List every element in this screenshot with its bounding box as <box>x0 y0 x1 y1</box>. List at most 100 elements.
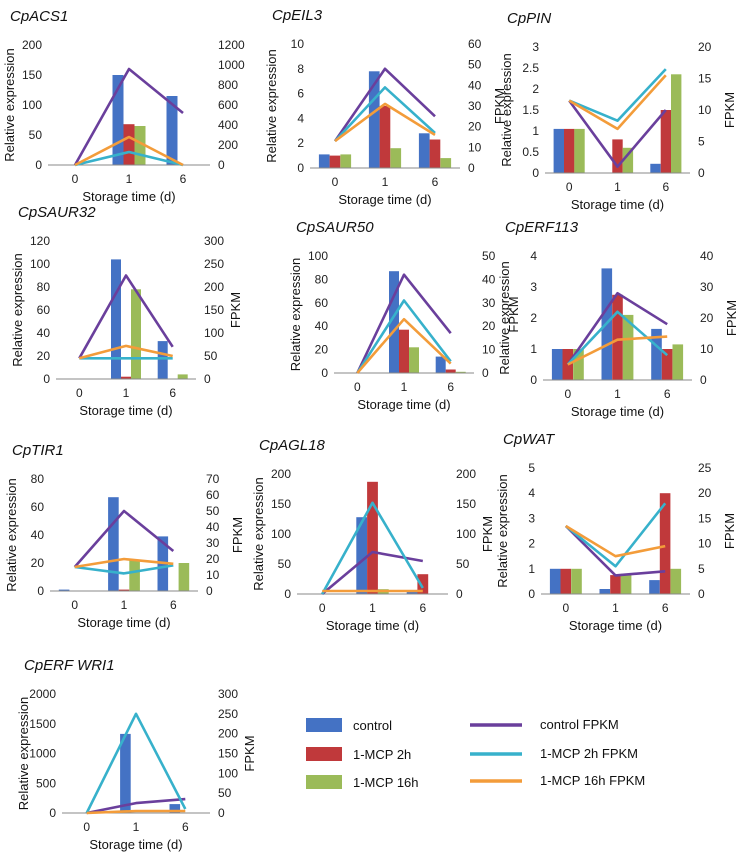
y-tick-label: 80 <box>315 272 329 286</box>
y-tick-label: 0 <box>284 587 291 601</box>
y2-tick-label: 70 <box>206 472 220 486</box>
y-tick-label: 100 <box>271 527 291 541</box>
chart-panel: CpSAUR50 0 20 40 60 80 100 0 10 20 30 40 50 0 1 6 Storag… <box>288 219 521 412</box>
y2-tick-label: 15 <box>698 511 712 525</box>
x-axis-label: Storage time (d) <box>338 192 431 207</box>
fpkm-line <box>85 712 187 814</box>
bar <box>318 154 330 168</box>
y2-tick-label: 50 <box>218 786 232 800</box>
x-tick-label: 6 <box>169 386 176 400</box>
y2-tick-label: 100 <box>204 326 224 340</box>
y-tick-label: 20 <box>315 343 329 357</box>
bar <box>329 155 341 168</box>
y2-axis-label: FPKM <box>724 300 739 336</box>
y2-tick-label: 40 <box>468 78 482 92</box>
y2-tick-label: 10 <box>468 140 482 154</box>
y-tick-label: 0 <box>530 373 537 387</box>
x-axis-label: Storage time (d) <box>571 404 664 419</box>
chart-panel: CpSAUR3202040608010012005010015020025030… <box>10 204 243 418</box>
y2-tick-label: 150 <box>456 497 476 511</box>
y2-tick-label: 10 <box>698 537 712 551</box>
y-tick-label: 500 <box>36 776 56 790</box>
y-tick-label: 0 <box>43 372 50 386</box>
y-tick-label: 50 <box>29 128 43 142</box>
y2-tick-label: 40 <box>700 249 714 263</box>
bar <box>551 349 563 380</box>
y-tick-label: 2 <box>528 537 535 551</box>
y2-tick-label: 50 <box>456 557 470 571</box>
y2-tick-label: 200 <box>218 727 238 741</box>
legend-label: 1-MCP 2h FPKM <box>540 746 638 761</box>
x-tick-label: 6 <box>662 601 669 615</box>
bar <box>650 163 661 173</box>
chart-title: CpACS1 <box>10 8 68 25</box>
y-tick-label: 2 <box>530 311 537 325</box>
legend-label: control <box>353 718 392 733</box>
x-tick-label: 0 <box>562 601 569 615</box>
y2-tick-label: 250 <box>218 707 238 721</box>
x-tick-label: 1 <box>126 172 133 186</box>
bar <box>123 124 135 165</box>
bar <box>651 328 662 380</box>
y-tick-label: 80 <box>37 280 51 294</box>
fpkm-line <box>356 273 452 374</box>
y-tick-label: 0 <box>297 161 304 175</box>
y2-axis-label: FPKM <box>242 735 257 771</box>
x-tick-label: 0 <box>76 386 83 400</box>
fpkm-line <box>568 68 667 122</box>
y-tick-label: 0.5 <box>522 145 539 159</box>
legend-swatch <box>306 775 342 789</box>
bar <box>574 128 585 173</box>
bar <box>445 369 456 373</box>
y-tick-label: 1000 <box>29 747 56 761</box>
y2-tick-label: 0 <box>218 158 225 172</box>
bar <box>573 349 584 380</box>
y2-axis-label: FPKM <box>722 92 737 128</box>
y-tick-label: 3 <box>528 511 535 525</box>
y2-tick-label: 0 <box>468 161 475 175</box>
y-tick-label: 60 <box>315 296 329 310</box>
y2-tick-label: 800 <box>218 78 238 92</box>
bar <box>340 154 352 168</box>
fpkm-line <box>565 524 666 558</box>
y2-axis-label: FPKM <box>480 516 495 552</box>
x-tick-label: 1 <box>369 601 376 615</box>
y2-tick-label: 20 <box>482 319 496 333</box>
fpkm-line <box>74 150 184 167</box>
fpkm-line <box>568 99 667 168</box>
bar <box>157 341 168 379</box>
y2-tick-label: 5 <box>698 135 705 149</box>
bar <box>178 563 190 591</box>
y-tick-label: 2 <box>297 136 304 150</box>
y-tick-label: 2000 <box>29 687 56 701</box>
y2-tick-label: 30 <box>468 99 482 113</box>
y2-tick-label: 10 <box>206 568 220 582</box>
y2-tick-label: 25 <box>698 461 712 475</box>
y2-axis-label: FPKM <box>492 88 507 124</box>
bar <box>622 314 634 380</box>
y-tick-label: 1 <box>528 562 535 576</box>
fpkm-line <box>73 67 184 166</box>
y2-tick-label: 0 <box>482 366 489 380</box>
fpkm-line <box>74 135 184 167</box>
y-tick-label: 100 <box>308 249 328 263</box>
bar <box>389 271 399 373</box>
x-tick-label: 1 <box>612 601 619 615</box>
y2-tick-label: 20 <box>698 40 712 54</box>
x-tick-label: 0 <box>71 598 78 612</box>
fpkm-line <box>74 557 174 569</box>
x-tick-label: 6 <box>170 598 177 612</box>
x-tick-label: 0 <box>72 172 79 186</box>
chart-panel: CpTIR1 0 20 40 60 80 0 10 20 30 40 50 60 70 0 1 6Storage… <box>4 442 245 630</box>
y2-tick-label: 20 <box>206 552 220 566</box>
y2-tick-label: 250 <box>204 257 224 271</box>
y2-tick-label: 60 <box>468 37 482 51</box>
fpkm-line <box>321 501 424 595</box>
y-tick-label: 80 <box>31 472 45 486</box>
bar <box>356 517 368 594</box>
fpkm-line <box>566 291 668 366</box>
